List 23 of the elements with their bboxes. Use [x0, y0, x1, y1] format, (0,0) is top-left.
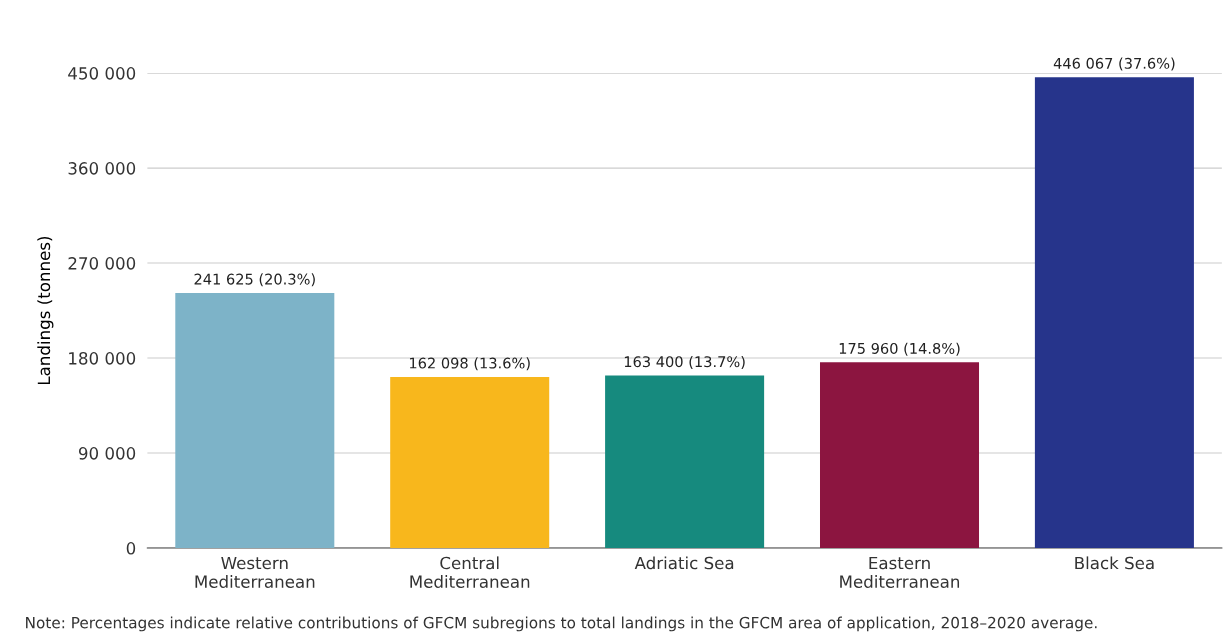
x-tick-label: Western Mediterranean	[195, 556, 315, 588]
x-tick-label: Adriatic Sea	[634, 556, 734, 570]
y-tick-label: 450 000	[68, 67, 136, 80]
text: Note: Percentages indicate relative contributions of GFCM subregions to total landings in the GFCM area of application, 2018–2020 average.	[26, 616, 1097, 632]
x-tick-label: Central Mediterranean	[410, 556, 530, 588]
y-tick-label: 180 000	[69, 352, 136, 365]
y-axis-title: Landings (tonnes)	[37, 236, 54, 385]
x-tick-label: Eastern Mediterranean	[840, 556, 960, 588]
data-label: 446 067 (37.6%)	[1053, 57, 1175, 71]
data-label: 162 098 (13.6%)	[409, 357, 530, 371]
y-tick-label: 90 000	[78, 447, 136, 460]
bar	[175, 293, 335, 549]
y-tick-label: 360 000	[68, 162, 136, 175]
bar	[605, 375, 765, 549]
data-label: 163 400 (13.7%)	[624, 355, 745, 369]
bar	[820, 362, 980, 549]
bar	[390, 376, 550, 549]
data-label: 175 960 (14.8%)	[839, 342, 960, 356]
x-tick-label: Black Sea	[1075, 556, 1154, 570]
data-label: 241 625 (20.3%)	[194, 273, 315, 287]
y-tick-label: 0	[126, 542, 136, 555]
y-tick-label: 270 000	[68, 257, 136, 270]
bar	[1034, 77, 1194, 549]
